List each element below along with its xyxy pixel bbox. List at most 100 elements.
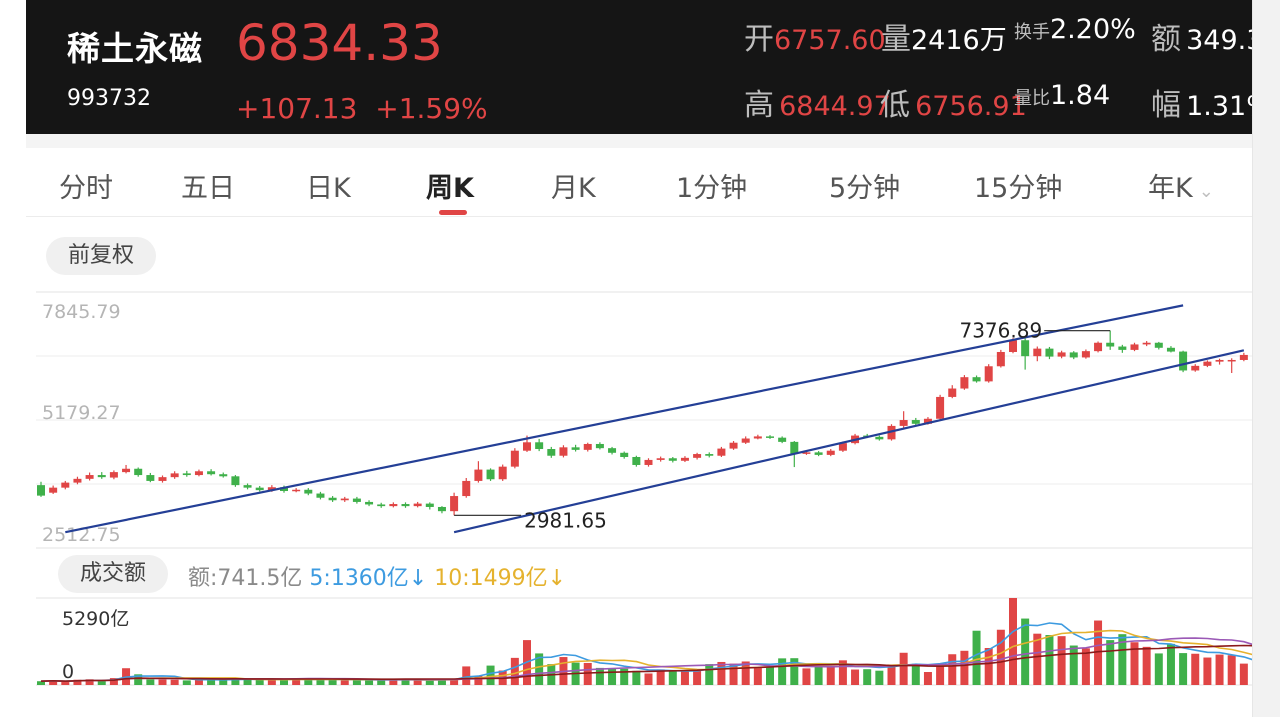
volume-bar	[535, 653, 544, 685]
tab-monthly-k[interactable]: 月K	[551, 173, 596, 204]
ma10-legend: 10:1499亿	[434, 566, 548, 591]
tab-daily-k[interactable]: 日K	[306, 173, 351, 204]
candle	[547, 446, 556, 458]
volume-bar	[717, 661, 726, 685]
volume-bar	[1203, 657, 1212, 685]
candle	[1033, 346, 1042, 362]
chart-canvas[interactable]: 7845.79 5179.27 2512.75 7376.89 2981.65 5…	[0, 0, 1252, 717]
candle	[486, 468, 495, 481]
volume-bar	[693, 669, 702, 685]
volume-bar	[1021, 618, 1030, 685]
volume-bar	[243, 678, 252, 685]
volume-bar	[1191, 653, 1200, 685]
ma10-down-arrow-icon: ↓	[547, 566, 567, 591]
volume-bar	[911, 663, 920, 685]
volume-bar	[170, 679, 179, 685]
volume-bar	[1009, 598, 1017, 685]
stat-amplitude: 幅 1.31%	[1151, 80, 1252, 124]
volume-bar	[1239, 663, 1248, 685]
tab-weekly-k[interactable]: 周K	[426, 173, 474, 204]
volume-bar	[413, 680, 422, 685]
tab-15min[interactable]: 15分钟	[974, 173, 1063, 204]
volume-bar	[219, 680, 228, 685]
candle	[656, 456, 665, 462]
volume-indicator-button[interactable]: 成交额	[58, 555, 169, 593]
volratio-label: 量比	[1014, 88, 1050, 109]
candle	[73, 476, 82, 485]
amplitude-label: 幅	[1151, 88, 1181, 123]
amount-label: 额	[1151, 22, 1181, 57]
volume-bar	[741, 661, 750, 685]
tab-yearly-k[interactable]: 年K ⌄	[1148, 166, 1214, 205]
volume-bar	[73, 679, 82, 685]
volume-bar	[1057, 636, 1066, 685]
candle	[401, 502, 410, 508]
volume-bar	[474, 675, 483, 685]
change-percent: +1.59%	[375, 92, 488, 125]
volume-bar	[620, 668, 629, 685]
extreme-annotations: 7376.89 2981.65	[454, 319, 1111, 532]
right-edge	[1252, 0, 1280, 717]
ma30-line	[40, 644, 1252, 683]
candle	[1191, 364, 1200, 372]
adjust-button[interactable]: 前复权	[46, 237, 157, 275]
volume-bar	[899, 652, 908, 685]
volume-bar	[790, 658, 799, 685]
volume-bar	[656, 669, 665, 685]
candle	[207, 469, 216, 476]
stat-volratio: 量比1.84	[1014, 80, 1110, 111]
tab-1min[interactable]: 1分钟	[676, 173, 748, 204]
turnover-value: 2.20%	[1050, 14, 1136, 45]
current-price: 6834.33	[236, 14, 443, 72]
candle	[170, 471, 179, 479]
candle	[134, 467, 143, 477]
volume-bar	[851, 669, 860, 685]
volume-bar	[972, 630, 981, 685]
volume-bar	[984, 647, 993, 685]
candle	[1081, 349, 1090, 359]
volume-bar	[1106, 640, 1115, 685]
candle	[510, 448, 519, 469]
candle	[498, 464, 507, 481]
candle	[365, 500, 374, 507]
stat-volume: 量2416万	[881, 14, 1007, 58]
ma5-down-arrow-icon: ↓	[408, 566, 428, 591]
candle	[377, 502, 386, 508]
volume-bar	[644, 673, 653, 685]
tab-5min[interactable]: 5分钟	[829, 173, 901, 204]
volume-bar	[680, 670, 689, 685]
tab-five-day[interactable]: 五日	[181, 173, 235, 204]
candle	[693, 452, 702, 460]
candle	[814, 451, 823, 457]
quote-header: 稀土永磁 993732 6834.33 +107.13 +1.59% 开6757…	[26, 0, 1252, 134]
stat-open: 开6757.60	[744, 14, 886, 58]
open-value: 6757.60	[774, 25, 886, 56]
candle	[243, 483, 252, 490]
volume-bar	[401, 679, 410, 685]
volume-bar	[231, 678, 240, 685]
candle	[389, 502, 398, 508]
candle	[1166, 346, 1175, 353]
y-axis-min-label: 2512.75	[42, 524, 121, 546]
candle	[316, 491, 325, 500]
volratio-value: 1.84	[1050, 80, 1111, 111]
volume-bar	[608, 668, 617, 685]
volume-bar	[838, 660, 847, 685]
candle	[122, 464, 131, 474]
candle	[158, 475, 167, 483]
volume-bar	[1130, 642, 1139, 685]
tab-intraday[interactable]: 分时	[59, 173, 113, 204]
volume-bar	[766, 666, 774, 685]
candle	[450, 492, 459, 516]
candle	[911, 417, 920, 426]
candle	[620, 451, 629, 459]
volume-bar	[729, 663, 738, 685]
candle	[753, 434, 762, 440]
candle	[474, 461, 483, 483]
candle	[255, 485, 264, 492]
candlestick-series	[37, 330, 1248, 516]
volume-bar	[425, 679, 434, 685]
volume-bar	[583, 662, 592, 685]
period-tabs: 分时 五日 日K 周K 月K 1分钟 5分钟 15分钟 年K ⌄	[26, 148, 1252, 217]
low-value: 6756.91	[915, 91, 1027, 122]
